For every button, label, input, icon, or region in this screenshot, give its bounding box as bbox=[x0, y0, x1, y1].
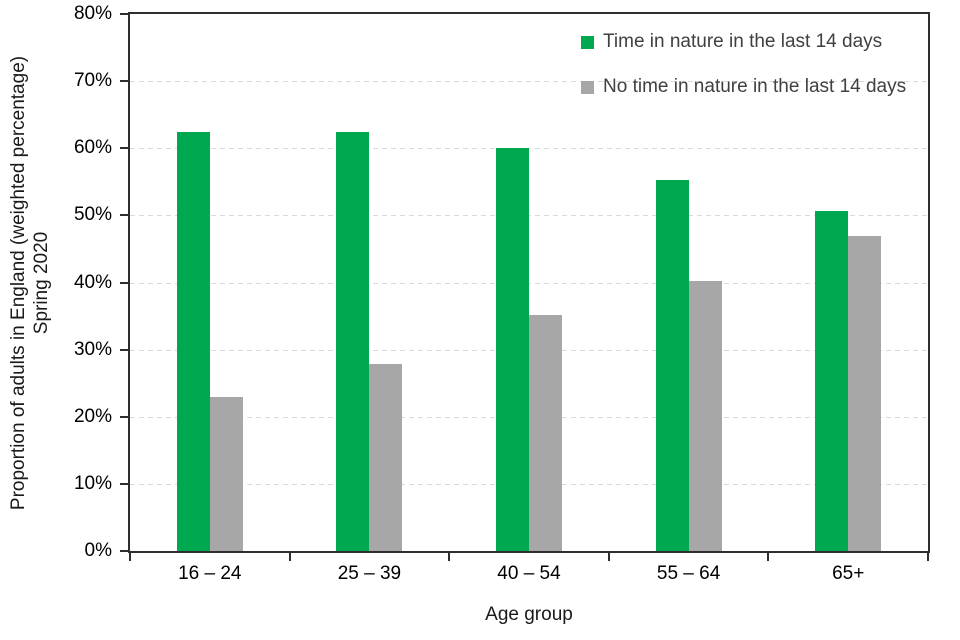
x-axis-tick bbox=[129, 552, 131, 561]
x-category-label: 25 – 39 bbox=[337, 563, 402, 584]
y-tick-label: 0% bbox=[84, 540, 112, 561]
y-axis-tick bbox=[120, 147, 129, 150]
x-axis-tick bbox=[288, 552, 291, 561]
bar-no-time-in-nature bbox=[528, 314, 562, 551]
bar-no-time-in-nature bbox=[688, 281, 722, 551]
y-axis-tick bbox=[120, 348, 129, 351]
y-axis-tick bbox=[120, 214, 129, 217]
y-tick-label: 70% bbox=[73, 70, 112, 92]
bar-group bbox=[768, 14, 928, 551]
bar-time-in-nature bbox=[176, 132, 210, 551]
bar-no-time-in-nature bbox=[369, 364, 403, 551]
x-axis-title: Age group bbox=[485, 604, 573, 625]
y-axis-tick bbox=[120, 281, 129, 284]
x-category-label: 16 – 24 bbox=[178, 563, 242, 584]
y-tick-label: 20% bbox=[73, 405, 112, 427]
y-tick-label: 40% bbox=[73, 271, 112, 293]
y-axis-tick bbox=[120, 482, 129, 485]
y-axis-title-line1: Proportion of adults in England (weighte… bbox=[8, 55, 29, 511]
bar-group bbox=[449, 14, 609, 551]
bar-time-in-nature bbox=[655, 180, 689, 551]
y-tick-label: 60% bbox=[73, 137, 112, 159]
x-axis-tick bbox=[607, 552, 610, 561]
legend-swatch-icon bbox=[581, 80, 594, 94]
x-category-label: 55 – 64 bbox=[656, 563, 721, 584]
bar-time-in-nature bbox=[336, 132, 370, 551]
y-axis-tick bbox=[120, 80, 129, 83]
y-axis-tick bbox=[120, 550, 129, 552]
y-axis-tick bbox=[120, 13, 129, 15]
y-tick-label: 10% bbox=[73, 472, 112, 494]
plot-area: 0% 10% 20% 30% 40% 50% 60% 70% 80% 16 – 24 25 – 39… bbox=[74, 3, 930, 584]
y-axis-title: Proportion of adults in England (weighte… bbox=[7, 3, 53, 563]
y-tick-label: 30% bbox=[73, 338, 112, 360]
legend: Time in nature in the last 14 days No tim… bbox=[581, 31, 906, 121]
x-axis-tick bbox=[767, 552, 770, 561]
x-axis-tick bbox=[927, 552, 929, 561]
legend-label: Time in nature in the last 14 days bbox=[603, 31, 883, 52]
x-axis-tick bbox=[448, 552, 451, 561]
bar-group bbox=[130, 14, 290, 551]
bar-group bbox=[609, 14, 769, 551]
bar-time-in-nature bbox=[495, 148, 529, 551]
legend-entry: No time in nature in the last 14 days bbox=[581, 76, 906, 98]
legend-label: No time in nature in the last 14 days bbox=[603, 76, 907, 97]
x-category-label: 40 – 54 bbox=[497, 563, 561, 584]
legend-entry: Time in nature in the last 14 days bbox=[581, 31, 906, 53]
legend-swatch-icon bbox=[581, 35, 594, 49]
x-category-label: 65+ bbox=[832, 563, 865, 584]
bar-no-time-in-nature bbox=[209, 396, 243, 551]
bar-group bbox=[290, 14, 450, 551]
y-axis-tick bbox=[120, 415, 129, 418]
bar-no-time-in-nature bbox=[848, 236, 882, 551]
y-tick-label: 80% bbox=[73, 3, 112, 24]
bar-time-in-nature bbox=[815, 210, 849, 551]
y-tick-label: 50% bbox=[73, 204, 112, 226]
